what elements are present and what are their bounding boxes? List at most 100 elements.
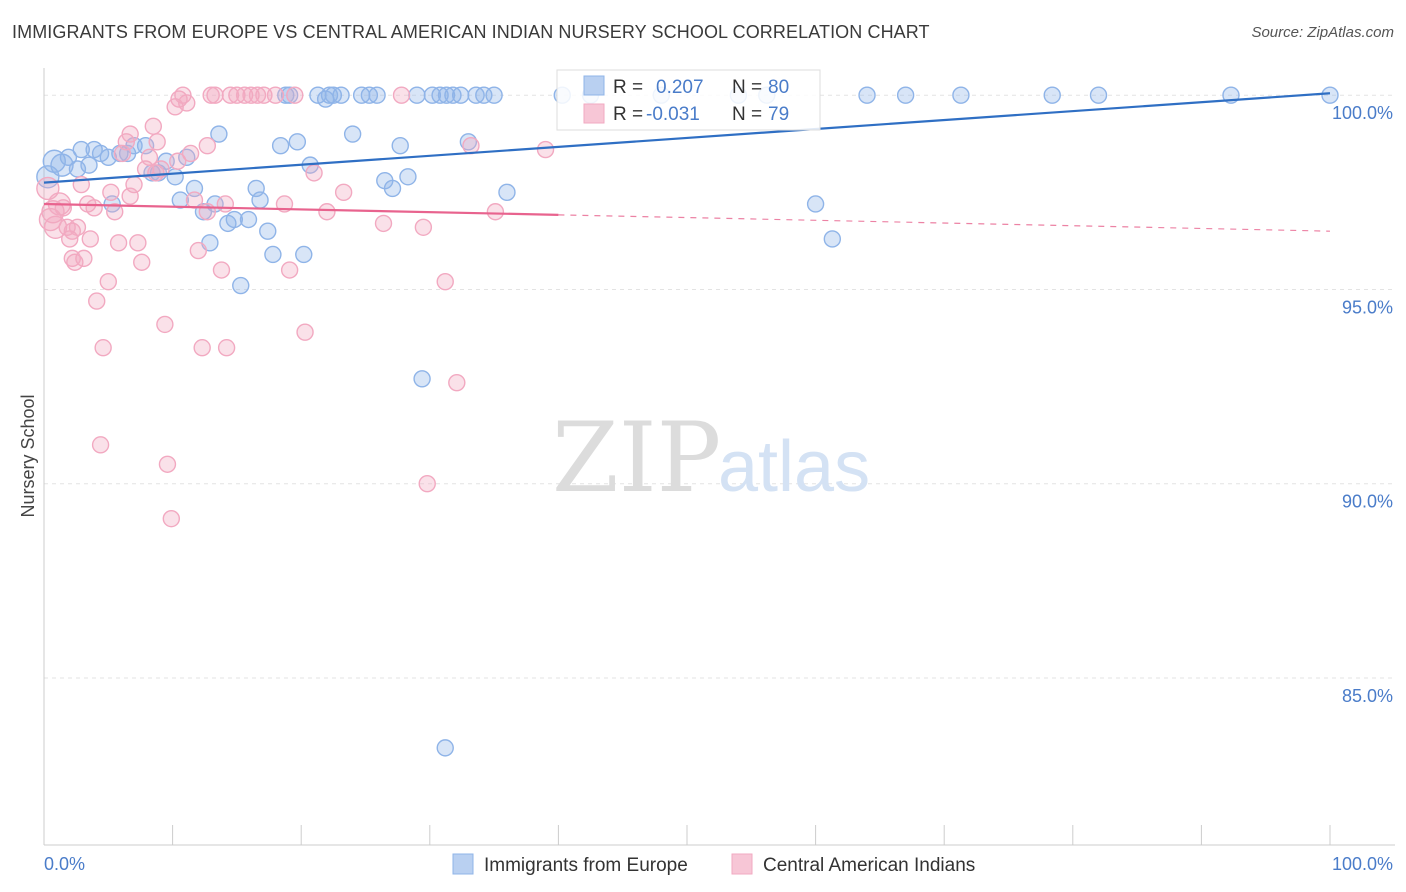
data-point [295, 245, 313, 264]
data-point [451, 86, 470, 104]
legend-swatch-central-american [583, 103, 605, 124]
data-point [896, 86, 915, 104]
axes [43, 68, 1395, 846]
data-point [413, 370, 431, 388]
data-point [68, 218, 87, 236]
data-point [271, 136, 290, 155]
data-point [59, 148, 78, 167]
data-point [266, 86, 285, 104]
data-point [318, 203, 336, 221]
legend-r-label-europe: R = [613, 77, 643, 98]
data-point [485, 86, 503, 104]
data-point [391, 136, 409, 155]
x-tick-label-0: 0.0% [44, 854, 85, 874]
data-point [88, 292, 106, 310]
data-point [140, 148, 159, 167]
y-tick-label-3: 85.0% [1342, 686, 1393, 706]
data-point [448, 373, 466, 392]
data-point [210, 125, 228, 143]
data-point [334, 183, 353, 202]
data-point [102, 183, 120, 202]
data-point [288, 133, 307, 151]
data-point [1321, 86, 1339, 104]
data-point [148, 133, 166, 151]
legend-n-label-europe: N = [732, 77, 762, 98]
watermark-atlas: atlas [718, 427, 870, 507]
data-points [36, 86, 1339, 757]
data-point [80, 156, 98, 174]
data-point [171, 191, 190, 209]
data-point [206, 86, 224, 104]
legend-label-central-american-indians: Central American Indians [763, 855, 975, 876]
data-point [374, 214, 393, 233]
data-point [280, 261, 299, 279]
data-point [129, 234, 147, 252]
tick-labels: 100.0% 95.0% 90.0% 85.0% 0.0% 100.0% [44, 103, 1393, 874]
data-point [498, 183, 516, 202]
data-point [418, 474, 436, 493]
legend-r-label-central-american: R = [613, 104, 643, 125]
data-point [198, 136, 217, 155]
source-credit: Source: ZipAtlas.com [1251, 24, 1394, 41]
chart-title: IMMIGRANTS FROM EUROPE VS CENTRAL AMERIC… [12, 22, 930, 42]
data-point [251, 191, 269, 209]
data-point [54, 199, 72, 217]
data-point [225, 210, 244, 229]
data-point [248, 86, 267, 104]
watermark-zip: ZIP [552, 402, 721, 514]
legend-swatch-europe [583, 75, 605, 96]
data-point [181, 144, 200, 163]
trend-lines [43, 92, 1331, 232]
data-point [147, 164, 165, 182]
series-legend: Immigrants from Europe Central American … [452, 853, 975, 876]
data-point [462, 136, 480, 155]
data-point [232, 276, 250, 295]
data-point [133, 253, 151, 271]
data-point [121, 125, 139, 143]
data-point [305, 164, 323, 182]
data-point [952, 86, 970, 104]
legend-n-label-central-american: N = [732, 104, 762, 125]
data-point [85, 199, 103, 217]
data-point [383, 179, 402, 198]
data-point [144, 117, 163, 135]
data-point [392, 86, 411, 104]
data-point [343, 125, 362, 143]
data-point [158, 455, 177, 473]
data-point [50, 153, 74, 177]
data-point [91, 436, 110, 454]
legend-r-value-europe: 0.207 [656, 77, 704, 98]
data-point [536, 140, 555, 159]
legend-r-value-central-american: -0.031 [646, 104, 700, 125]
data-point [99, 272, 118, 291]
data-point [106, 203, 124, 221]
data-point [198, 203, 217, 221]
x-tick-label-1: 100.0% [1332, 854, 1393, 874]
data-point [178, 94, 196, 112]
data-point [169, 152, 187, 170]
data-point [806, 195, 825, 213]
data-point [436, 739, 454, 757]
data-point [436, 272, 454, 291]
data-point [286, 86, 304, 104]
data-point [437, 86, 456, 104]
data-point [121, 187, 139, 205]
data-point [414, 218, 433, 236]
data-point [823, 230, 842, 248]
data-point [212, 261, 231, 279]
trend-line-1 [43, 202, 559, 216]
data-point [332, 86, 350, 104]
data-point [264, 245, 282, 264]
data-point [156, 315, 174, 334]
data-point [408, 86, 426, 104]
trend-line-extension-1 [558, 214, 1331, 232]
data-point [296, 323, 314, 341]
data-point [239, 210, 258, 229]
legend-label-immigrants-europe: Immigrants from Europe [484, 855, 688, 876]
data-point [235, 86, 254, 104]
data-point [109, 234, 128, 252]
data-point [858, 86, 876, 104]
grid-lines [44, 94, 1395, 679]
data-point [193, 339, 211, 357]
data-point [185, 191, 204, 209]
